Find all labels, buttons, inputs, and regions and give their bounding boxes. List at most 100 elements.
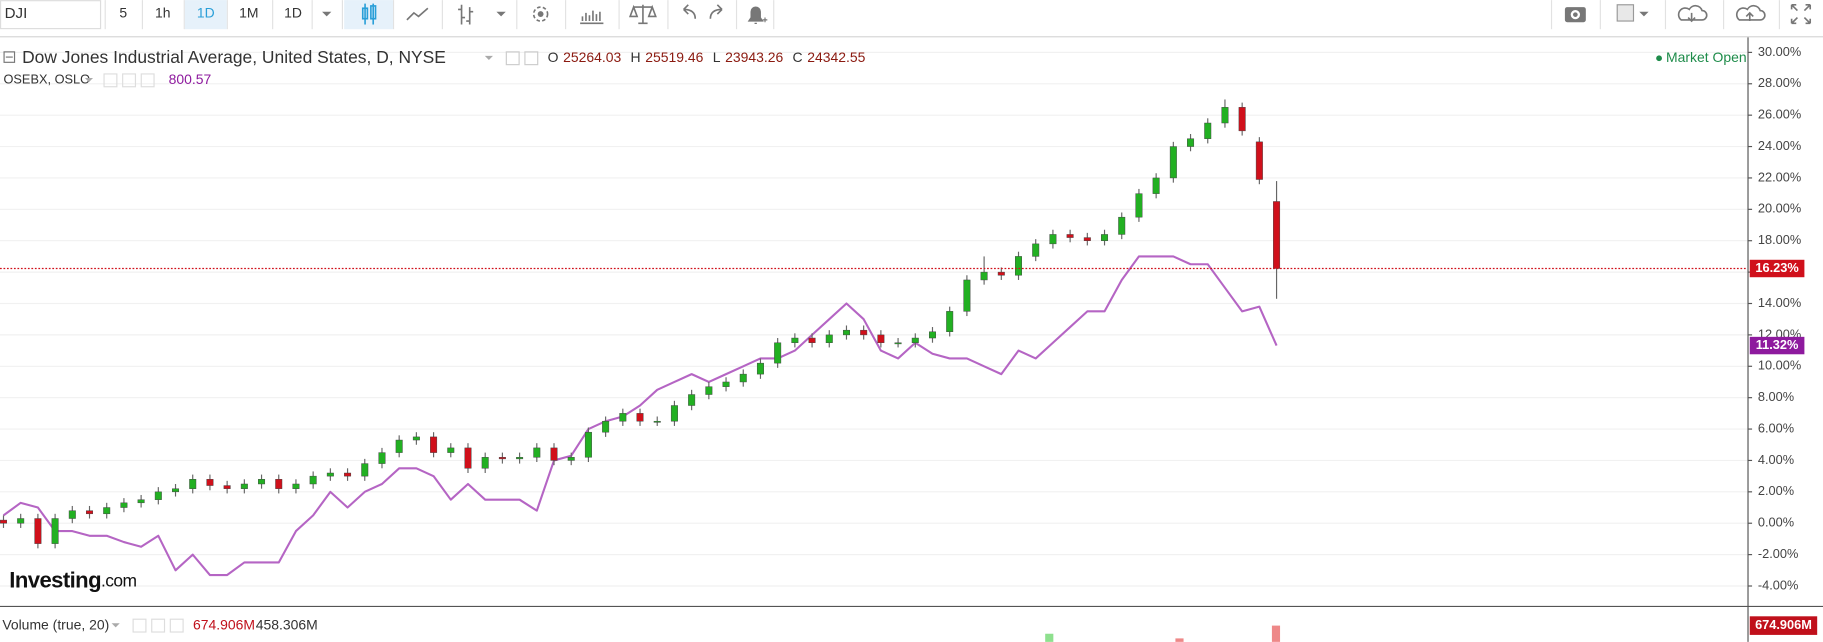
toolbar-separators — [104, 0, 1780, 30]
candle-body — [911, 337, 919, 343]
toolbar-dropdowns[interactable] — [322, 11, 1649, 17]
candle-body — [1101, 234, 1109, 241]
interval-button[interactable]: 1h — [155, 5, 171, 21]
candle-body — [997, 271, 1005, 276]
candle-body — [722, 381, 730, 387]
price-tag-label: 11.32% — [1756, 337, 1799, 352]
candle-body — [619, 413, 627, 422]
line-series — [2, 255, 1278, 577]
candle-body — [86, 510, 93, 515]
compare-icons[interactable] — [103, 73, 155, 88]
chart-type-icon[interactable] — [344, 0, 393, 30]
interval-menu[interactable]: 1D — [284, 5, 302, 21]
candle-body — [464, 447, 472, 469]
fullscreen-icon[interactable] — [1790, 3, 1812, 25]
candle-body — [51, 518, 59, 544]
candle-body — [154, 491, 162, 500]
candle-body — [292, 483, 300, 489]
candle-body — [929, 331, 936, 339]
interval-button[interactable]: 5 — [119, 5, 127, 21]
candle-body — [223, 485, 231, 489]
active-interval-bg — [184, 0, 227, 30]
market-status-dot — [1656, 55, 1662, 62]
candle-body — [670, 405, 678, 422]
candle-body — [34, 518, 42, 544]
candle-body — [1187, 138, 1195, 147]
candle-body — [1221, 107, 1229, 124]
save-cloud-icon[interactable] — [1735, 4, 1766, 22]
volume-bar — [1045, 633, 1054, 642]
compare-last-price: 800.57 — [169, 71, 212, 87]
interval-button[interactable]: 1M — [239, 5, 258, 21]
load-cloud-icon[interactable] — [1677, 4, 1708, 23]
candle-body — [103, 507, 111, 515]
volume-icons[interactable] — [132, 618, 184, 633]
price-tag — [1749, 259, 1805, 278]
compare-menu[interactable] — [84, 78, 94, 83]
ohlc-legend: O 25264.03 H 25519.46 L 23943.26 C 24342.55 — [548, 49, 866, 65]
plot-area — [0, 99, 1748, 577]
interval-button-active[interactable]: 1D — [197, 5, 215, 21]
candle-body — [533, 447, 541, 458]
candle-body — [550, 447, 558, 461]
candle-body — [206, 479, 214, 486]
collapse-icon[interactable] — [3, 51, 16, 63]
candle-body — [894, 342, 902, 345]
y-tick-label: -4.00% — [1758, 577, 1798, 592]
symbol[interactable]: DJI — [5, 5, 28, 22]
compare-icon[interactable] — [628, 4, 657, 25]
symbol-box[interactable] — [0, 0, 102, 30]
candle-body — [361, 463, 369, 477]
redo-icon[interactable] — [709, 4, 723, 19]
candle-body — [516, 457, 524, 460]
candle-body — [1238, 107, 1246, 132]
candle-body — [275, 479, 283, 489]
candle-body — [0, 519, 7, 524]
volume-menu[interactable] — [111, 623, 120, 628]
y-tick-label: 26.00% — [1758, 107, 1801, 122]
candle-body — [326, 472, 334, 477]
candle-body — [481, 457, 489, 469]
ohlc-value: 25519.46 — [645, 49, 703, 65]
candle-body — [395, 439, 403, 453]
bar-chart-icon[interactable] — [458, 4, 474, 25]
alert-icon[interactable] — [747, 6, 768, 24]
toolbar — [0, 0, 1823, 37]
screenshot-icon[interactable] — [1564, 7, 1586, 23]
ohlc-value: 25264.03 — [563, 49, 621, 65]
candle-body — [498, 457, 506, 460]
series-icons[interactable] — [505, 51, 539, 66]
candle-body — [842, 329, 850, 336]
indicators-icon[interactable] — [580, 10, 604, 25]
y-tick-label: 2.00% — [1758, 483, 1794, 498]
volume-value: 674.906M — [193, 616, 255, 632]
line-chart-icon[interactable] — [406, 7, 429, 21]
y-tick-label: 14.00% — [1758, 295, 1801, 310]
y-tick-label: 30.00% — [1758, 44, 1801, 59]
candle-body — [584, 431, 592, 458]
candle-body — [1204, 122, 1212, 139]
brand-suffix: .com — [101, 570, 136, 590]
candle-body — [705, 386, 713, 395]
candle-body — [688, 394, 696, 406]
candle-body — [240, 483, 248, 489]
candle-body — [980, 271, 988, 281]
settings-icon[interactable] — [532, 6, 549, 22]
series-menu[interactable] — [484, 55, 493, 60]
candle-body — [430, 436, 438, 453]
y-tick-label: 28.00% — [1758, 75, 1801, 90]
color-box[interactable] — [1616, 4, 1635, 22]
y-tick-label: 22.00% — [1758, 169, 1801, 184]
candle-body — [567, 457, 575, 461]
volume-tag-label: 674.906M — [1755, 617, 1812, 632]
candle-body — [756, 362, 764, 375]
undo-icon[interactable] — [683, 4, 697, 19]
volume-average: 458.306M — [256, 616, 318, 632]
candle-body — [636, 413, 644, 422]
candle-body — [1169, 146, 1177, 179]
candle-body — [808, 337, 816, 343]
volume-title: Volume (true, 20) — [2, 616, 109, 632]
brand-logo: Investing.com — [9, 567, 136, 592]
candle-body — [1273, 201, 1281, 269]
